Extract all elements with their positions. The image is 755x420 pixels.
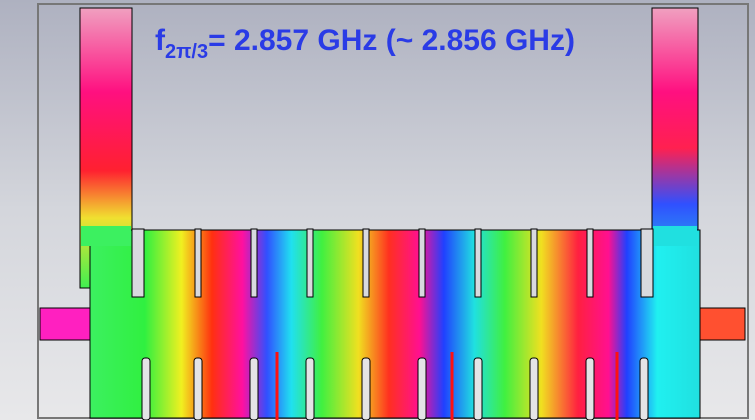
right-port [695, 308, 745, 340]
left-joint [81, 226, 131, 246]
subscript: 2π/3 [165, 41, 208, 63]
label-text: = 2.857 GHz (~ 2.856 GHz) [208, 24, 575, 57]
field-plot: f2π/3= 2.857 GHz (~ 2.856 GHz) [0, 0, 755, 420]
cavity-body [90, 230, 700, 418]
page: f2π/3= 2.857 GHz (~ 2.856 GHz) (() => { … [0, 0, 755, 420]
right-joint [653, 226, 697, 246]
left-port [40, 308, 95, 340]
